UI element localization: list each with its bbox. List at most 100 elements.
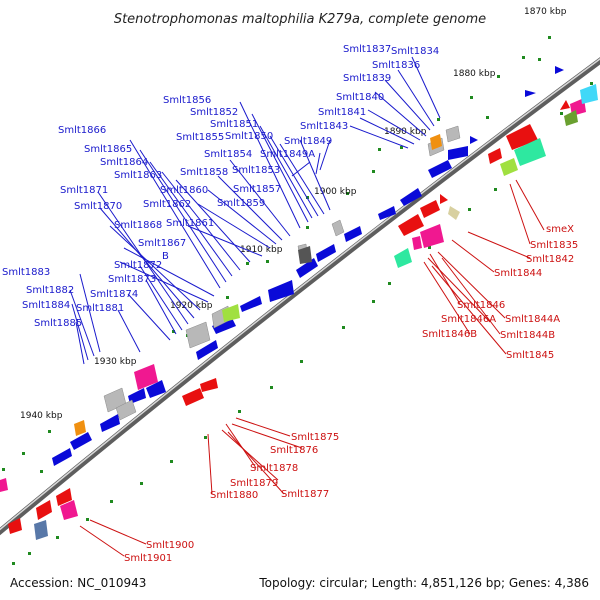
leader-line: [79, 273, 101, 353]
rna-features: [0, 84, 598, 540]
tick-dot: [486, 116, 489, 119]
leader-line: [259, 125, 313, 219]
tick-dot: [590, 82, 593, 85]
tick-dot: [48, 430, 51, 433]
gene-label: Smlt1851: [210, 119, 258, 130]
leader-line: [221, 429, 279, 481]
leader-line: [451, 239, 495, 273]
blue-gene-labels: Smlt1834 Smlt1837 Smlt1836 Smlt1839 Smlt…: [2, 44, 439, 329]
leader-line: [411, 56, 441, 119]
gene-block: [400, 188, 422, 206]
leader-line: [431, 265, 507, 355]
gene-label: Smlt1870: [74, 201, 122, 212]
pseudogene-block: [115, 399, 137, 421]
tick-dot: [226, 296, 229, 299]
leader-line: [467, 231, 531, 259]
red-gene-labels: smeX Smlt1835 Smlt1842 Smlt1844 Smlt1846…: [124, 224, 578, 564]
kbp-label: 1920 kbp: [170, 301, 213, 311]
rna-block: [448, 206, 460, 220]
gene-label: Smlt1901: [124, 553, 172, 564]
leader-line: [97, 191, 189, 325]
gene-block: [448, 146, 468, 160]
leader-line: [349, 125, 409, 149]
leader-line: [207, 189, 277, 245]
pseudogene-block: [185, 321, 211, 349]
tick-dot: [388, 282, 391, 285]
gene-block: [8, 518, 22, 534]
leader-line: [89, 519, 147, 545]
leader-line: [127, 293, 171, 341]
leader-line: [367, 109, 421, 141]
gene-label: Smlt1877: [281, 489, 329, 500]
gene-label: Smlt1839: [343, 73, 391, 84]
gene-label: Smlt1836: [372, 60, 420, 71]
gene-label: Smlt1865: [84, 144, 132, 155]
leader-line: [123, 247, 215, 297]
leader-line: [239, 101, 301, 229]
gene-block: [146, 380, 166, 398]
gene-label: Smlt1861: [166, 218, 214, 229]
gene-arrow: [525, 90, 536, 97]
kbp-label: 1910 kbp: [240, 245, 283, 255]
gene-label: Smlt1846: [457, 300, 505, 311]
kbp-label: 1880 kbp: [453, 69, 496, 79]
gene-label: Smlt1867: [138, 238, 186, 249]
tick-dot: [270, 386, 273, 389]
gene-label: Smlt1844A: [505, 314, 560, 325]
gene-label: Smlt1873: [108, 274, 156, 285]
gene-block: [506, 124, 538, 150]
kbp-label: 1940 kbp: [20, 411, 63, 421]
leader-line: [71, 303, 89, 361]
gene-block: [128, 388, 146, 404]
leader-line: [187, 225, 263, 257]
gene-label: Smlt1844B: [500, 330, 555, 341]
gene-block: [196, 340, 218, 360]
gene-arrow: [440, 194, 448, 204]
leader-line: [441, 257, 501, 335]
gene-arrow: [560, 100, 570, 110]
map-title: Stenotrophomonas maltophilia K279a, comp…: [114, 12, 486, 27]
leader-line: [299, 139, 331, 211]
rna-block: [134, 364, 158, 390]
tick-dot: [346, 192, 349, 195]
tick-dot: [372, 300, 375, 303]
gene-label: Smlt1859: [217, 198, 265, 209]
tick-dot: [140, 482, 143, 485]
gene-label: Smlt1857: [233, 184, 281, 195]
tick-dot: [238, 410, 241, 413]
rna-block: [60, 500, 78, 520]
tick-dot: [522, 56, 525, 59]
tick-dot: [12, 562, 15, 565]
leader-line: [515, 179, 545, 231]
gene-label: Smlt1853: [232, 165, 280, 176]
genome-summary-text: Topology: circular; Length: 4,851,126 bp…: [258, 576, 589, 590]
gene-label: Smlt1856: [163, 95, 211, 106]
gene-block: [488, 148, 502, 164]
leader-line: [197, 203, 271, 249]
tick-dot: [86, 518, 89, 521]
inner-tick-track: [12, 82, 593, 565]
leader-line: [217, 175, 283, 241]
tick-dot: [494, 188, 497, 191]
tick-dot: [400, 146, 403, 149]
tick-dot: [110, 500, 113, 503]
gene-label: Smlt1864: [100, 157, 148, 168]
gene-label: Smlt1834: [391, 46, 439, 57]
gene-label: Smlt1878: [250, 463, 298, 474]
kbp-label: 1870 kbp: [524, 7, 567, 17]
leader-line: [427, 257, 491, 323]
leader-line: [269, 135, 319, 217]
leader-line: [139, 149, 227, 283]
tick-dot: [342, 326, 345, 329]
leader-line: [161, 171, 241, 271]
gene-block: [240, 296, 262, 312]
gene-arrow: [470, 136, 478, 144]
tick-dot: [170, 460, 173, 463]
gene-block: [428, 160, 452, 178]
leader-line: [423, 261, 471, 335]
blue-leader-lines: [69, 56, 441, 365]
gene-block: [182, 388, 204, 406]
tick-dot: [428, 246, 431, 249]
leader-line: [384, 79, 431, 131]
tick-dot: [56, 536, 59, 539]
